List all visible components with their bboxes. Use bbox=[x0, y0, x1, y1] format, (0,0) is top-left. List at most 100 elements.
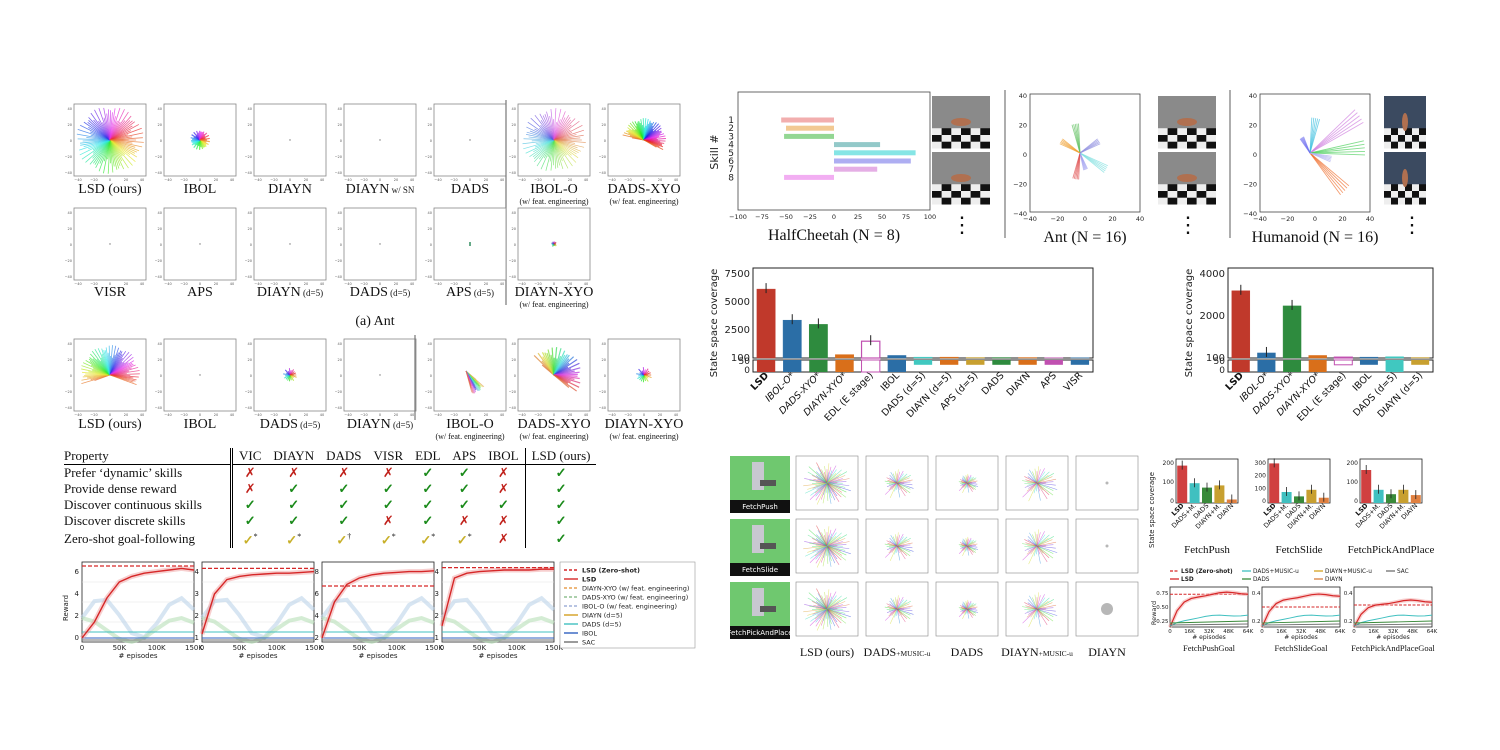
trajectory-line bbox=[1309, 152, 1344, 194]
label-main: DADS bbox=[259, 417, 298, 432]
trajectory-line bbox=[542, 115, 555, 141]
x-tick-label: 20 bbox=[484, 282, 488, 286]
header-vic: VIC bbox=[239, 448, 262, 463]
x-tick-label: −40 bbox=[434, 413, 441, 417]
ant-thumb1-floor-tile bbox=[1177, 135, 1187, 142]
trajectory-line bbox=[553, 139, 586, 143]
y-tick-label: 40 bbox=[158, 211, 162, 215]
x-tick-label: 20 bbox=[124, 413, 128, 417]
trajectory-line bbox=[1032, 471, 1038, 484]
y-tick-label: 40 bbox=[1019, 92, 1027, 100]
trajectory-line bbox=[826, 599, 837, 610]
y-tick-label: −20 bbox=[155, 155, 162, 159]
trajectory-line bbox=[884, 545, 898, 558]
coverage-bar bbox=[939, 356, 959, 359]
y-tick-label: 40 bbox=[248, 211, 252, 215]
coverage-bar bbox=[835, 354, 854, 359]
hc-thumb2-floor-tile bbox=[951, 197, 961, 205]
fetch-coverage-bar bbox=[1373, 489, 1384, 503]
trajectory-line bbox=[958, 545, 968, 554]
trajectory-line bbox=[553, 118, 576, 141]
trajectory-line bbox=[1036, 482, 1050, 496]
trajectory-line bbox=[884, 482, 898, 495]
ant-row1-label: IBOL bbox=[150, 182, 250, 197]
coverage-bar-lower bbox=[1308, 360, 1327, 372]
y-tick-label: 0.2 bbox=[1344, 619, 1353, 625]
dads-hum-fan bbox=[283, 368, 297, 382]
label-main: LSD (ours) bbox=[78, 182, 142, 197]
ellipsis-icon: ⋮ bbox=[1177, 212, 1199, 237]
check-icon: ✓ bbox=[338, 481, 350, 496]
y-tick-label: 0 bbox=[744, 366, 750, 376]
x-tick-label: 40 bbox=[320, 413, 324, 417]
y-tick-label: 4 bbox=[315, 612, 320, 620]
x-tick-label: 0 bbox=[379, 282, 381, 286]
hum-thumb1-floor-tile bbox=[1391, 135, 1398, 142]
label-main: LSD (ours) bbox=[78, 417, 142, 432]
trajectory-line bbox=[826, 608, 842, 615]
trajectory-line bbox=[962, 608, 968, 620]
trajectory-line bbox=[896, 539, 907, 547]
table-cell: ✓* bbox=[409, 529, 446, 548]
y-tick-label: 0 bbox=[250, 374, 252, 378]
y-tick-label: −40 bbox=[1013, 210, 1027, 218]
trajectory-line bbox=[816, 482, 828, 505]
trajectory-line bbox=[896, 545, 911, 553]
trajectory-line bbox=[1036, 604, 1057, 610]
trajectory-line bbox=[533, 139, 555, 163]
y-tick-label: 0 bbox=[1170, 498, 1174, 505]
hum-thumb2-floor-tile bbox=[1405, 184, 1412, 191]
x-tick-label: −40 bbox=[344, 178, 351, 182]
y-tick-label: 0 bbox=[514, 243, 516, 247]
lsd-line bbox=[321, 570, 435, 639]
y-tick-label: 40 bbox=[338, 211, 342, 215]
trajectory-line bbox=[1036, 531, 1045, 547]
trajectory-line bbox=[966, 542, 976, 547]
x-tick-label: 40 bbox=[320, 282, 324, 286]
trajectory-line bbox=[966, 607, 976, 610]
coverage-bar-lower bbox=[1018, 360, 1037, 365]
hc-thumb1-floor-tile bbox=[980, 141, 990, 149]
x-tick-label: −20 bbox=[270, 282, 277, 286]
coverage-bar-lower bbox=[756, 360, 776, 372]
x-tick-label: 150K bbox=[425, 644, 443, 652]
trajectory-line bbox=[896, 542, 913, 547]
trajectory-line bbox=[1036, 532, 1041, 547]
hc-thumb2-floor-tile bbox=[970, 184, 981, 191]
trajectory-line bbox=[1036, 607, 1054, 610]
hum-thumb1-floor-tile bbox=[1398, 135, 1405, 142]
trajectory-line bbox=[1028, 545, 1038, 565]
x-tick-label: 40 bbox=[140, 178, 144, 182]
x-tick-label: −40 bbox=[434, 178, 441, 182]
trajectory-line bbox=[826, 545, 847, 561]
y-tick-label: 4000 bbox=[1200, 269, 1225, 280]
label-main: DIAYN bbox=[268, 182, 312, 197]
label-sub: +MUSIC-u bbox=[1039, 649, 1073, 658]
trajectory-line bbox=[826, 470, 833, 484]
footnote-mark: * bbox=[431, 532, 436, 541]
trajectory-line bbox=[826, 608, 832, 624]
hc-thumb1-floor-tile bbox=[951, 141, 961, 149]
trajectory-line bbox=[1027, 481, 1038, 484]
trajectory-line bbox=[824, 535, 828, 547]
ant-thumb1-floor-tile bbox=[1196, 135, 1207, 142]
fetch-coverage-bar bbox=[1281, 492, 1292, 503]
fetch-panel: FetchPush FetchSlide FetchPickAndPlace LSD … bbox=[730, 452, 1150, 662]
y-tick-label: 4 bbox=[195, 568, 200, 576]
legend-label: SAC bbox=[1397, 569, 1409, 575]
hum-thumb1-floor-tile bbox=[1391, 141, 1398, 149]
trajectory-line bbox=[553, 139, 577, 163]
y-tick-label: 20 bbox=[338, 227, 342, 231]
ant-thumb2-floor-tile bbox=[1206, 184, 1216, 191]
coverage-bar-lower bbox=[1359, 360, 1378, 365]
check-icon: ✓ bbox=[497, 497, 509, 512]
footnote-mark: † bbox=[347, 532, 352, 541]
fetch-goal-svg: LSD (Zero-shot) DADS+MUSIC-u DIAYN+MUSIC-u… bbox=[1150, 569, 1438, 653]
trajectory-line bbox=[826, 482, 838, 497]
trajectory-line bbox=[889, 482, 898, 484]
check-icon: ✓ bbox=[456, 532, 468, 548]
trajectory-line bbox=[826, 536, 833, 547]
x-tick-label: 40 bbox=[140, 282, 144, 286]
coverage-bar-lower bbox=[1411, 360, 1430, 365]
